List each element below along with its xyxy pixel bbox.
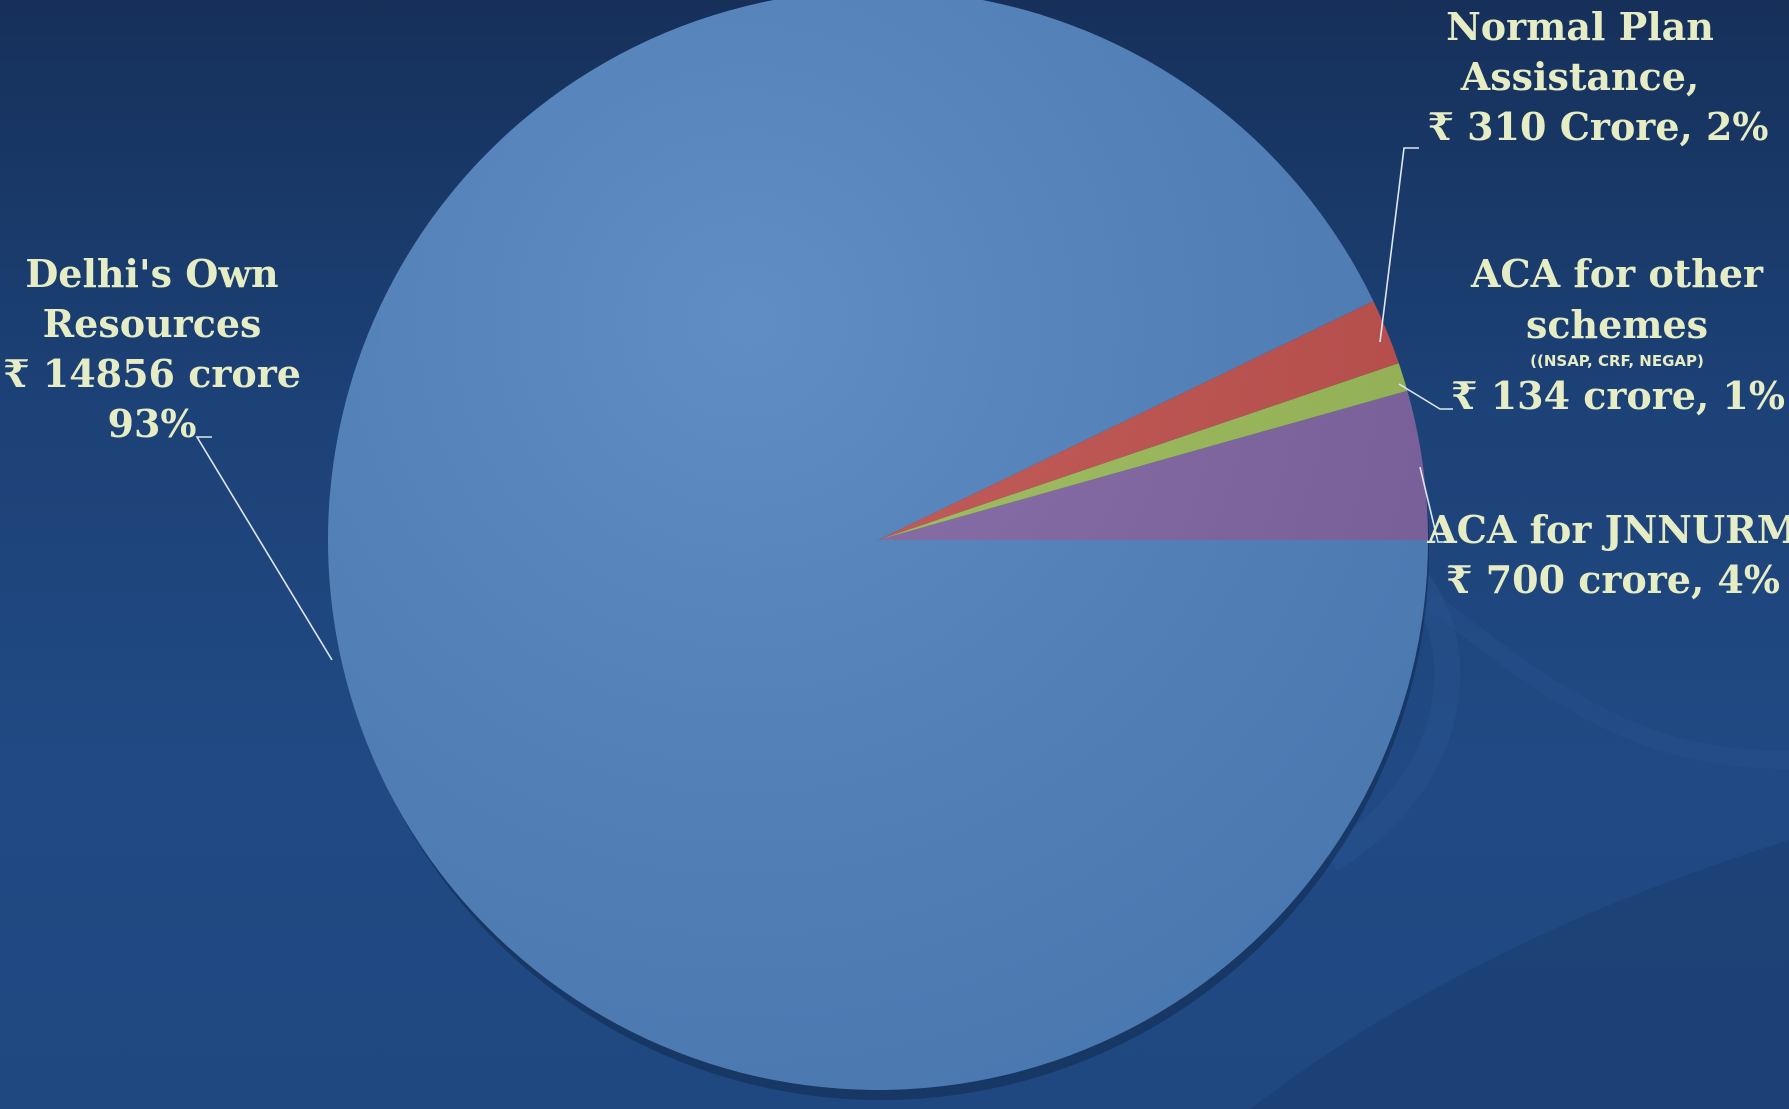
label-line: 93% [108,401,197,446]
leader-line-aca-other [1398,383,1453,410]
pie-slices [328,0,1428,1090]
label-aca-other: ACA for other schemes ((NSAP, CRF, NEGAP… [1451,251,1785,418]
leader-line-own-resources [195,436,333,661]
label-line: ₹ 14856 crore [3,351,301,396]
leader-line-aca-jnnurm [1419,466,1451,543]
label-normal-plan: Normal Plan Assistance, ₹ 310 Crore, 2% [1427,4,1768,149]
label-line: ACA for JNNURM [1426,507,1789,552]
label-line: Resources [43,301,262,346]
label-line: Delhi's Own [25,251,278,296]
label-own-resources: Delhi's Own Resources ₹ 14856 crore 93% [3,251,301,446]
leader-line-normal-plan [1379,147,1419,343]
leader-lines [195,147,1453,661]
label-line: Assistance, [1460,54,1699,99]
label-aca-jnnurm: ACA for JNNURM ₹ 700 crore, 4% [1426,507,1789,602]
label-line: ₹ 700 crore, 4% [1446,557,1780,602]
slice-own-resources [328,0,1428,1090]
label-line: ACA for other [1470,251,1764,296]
label-line: schemes [1526,302,1708,347]
label-line: Normal Plan [1446,4,1714,49]
label-line: ₹ 134 crore, 1% [1451,373,1785,418]
label-sublabel: ((NSAP, CRF, NEGAP) [1530,352,1704,370]
label-line: ₹ 310 Crore, 2% [1427,104,1768,149]
